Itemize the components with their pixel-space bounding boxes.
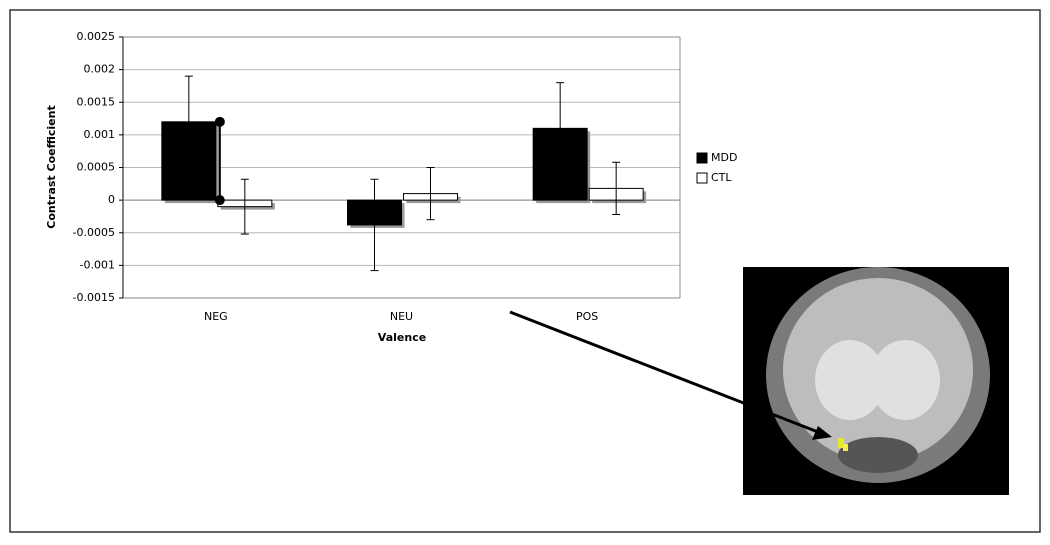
error-bar [184,75,193,168]
error-bar [612,161,621,215]
annotation-dot [214,116,225,127]
arrow-head [812,426,832,440]
error-bar [370,178,379,272]
y-tick-label: 0.002 [84,63,116,76]
y-tick-label: 0.0025 [77,30,116,43]
error-bar [426,167,435,221]
y-tick-label: 0.0015 [77,95,116,108]
legend-label: CTL [711,171,732,184]
error-bar [240,178,249,235]
y-tick-label: 0 [108,193,115,206]
y-tick-label: 0.0005 [77,161,116,174]
x-axis-label: Valence [378,331,426,344]
x-tick-label: NEU [390,310,413,323]
y-axis-label: Contrast Coefficient [45,105,58,228]
y-tick-label: -0.0005 [73,226,115,239]
legend-label: MDD [711,151,737,164]
brain-image [743,267,1009,495]
x-tick-label: POS [576,310,598,323]
y-tick-label: 0.001 [84,128,116,141]
y-tick-label: -0.001 [80,258,115,271]
y-tick-label: -0.0015 [73,291,115,304]
error-bar [556,82,565,175]
legend-swatch [696,152,708,164]
legend-swatch [696,172,708,184]
annotation-dot [214,195,225,206]
arrow [509,310,819,434]
x-tick-label: NEG [204,310,228,323]
